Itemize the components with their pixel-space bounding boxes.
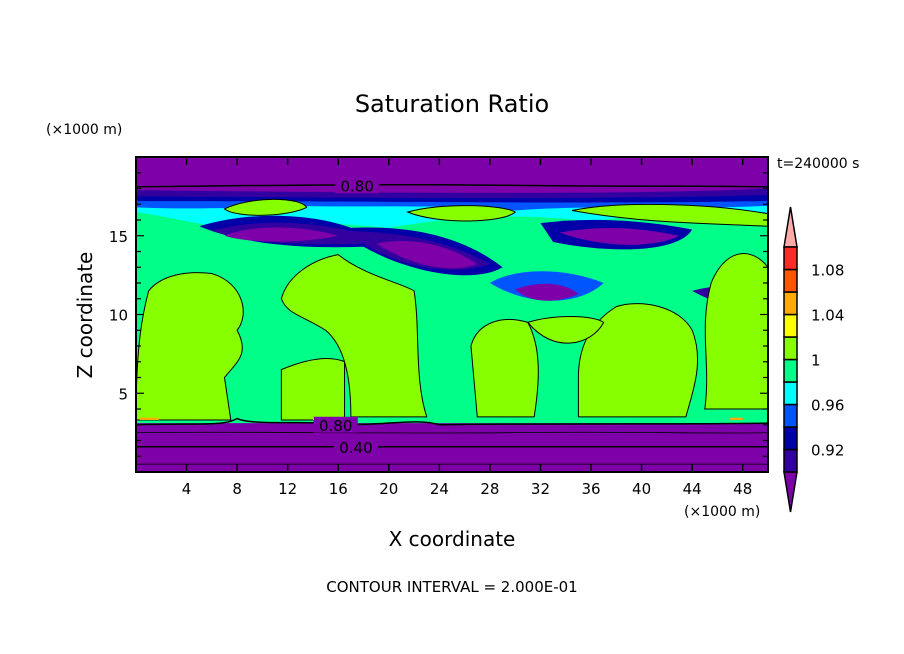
x-unit-label: (×1000 m) [684,504,760,520]
colorbar-tick-label: 1.04 [811,307,844,325]
colorbar: 0.92 0.96 1 1.04 1.08 [783,206,844,513]
y-axis-label: Z coordinate [73,252,97,379]
contour-label-bg [313,416,358,433]
colorbar-swatch [783,336,798,361]
contour-label-bg [333,438,378,455]
x-tick-label: 32 [531,480,550,498]
y-tick-label: 5 [118,385,128,403]
contour-label-bg [335,177,380,194]
colorbar-swatch [783,246,798,271]
colorbar-swatch [783,403,798,428]
x-tick-label: 48 [733,480,752,498]
colorbar-under-triangle [783,471,798,513]
chart-title: Saturation Ratio [355,90,549,118]
contour-label: 0.40 [339,439,372,457]
y-tick-label: 10 [109,307,128,325]
contour-field: 0.80 0.80 0.40 [136,157,768,472]
x-tick-label: 12 [278,480,297,498]
x-tick-label: 40 [632,480,651,498]
y-unit-label: (×1000 m) [46,122,122,138]
x-tick-label: 28 [480,480,499,498]
time-label: t=240000 s [777,156,859,172]
x-tick-label: 16 [329,480,348,498]
contour-interval-footer: CONTOUR INTERVAL = 2.000E-01 [326,578,577,596]
colorbar-swatch [783,381,798,406]
colorbar-tick-label: 1 [811,352,821,370]
x-tick-label: 8 [232,480,242,498]
x-tick-label: 20 [379,480,398,498]
colorbar-swatch [783,426,798,451]
x-tick-label: 4 [182,480,192,498]
colorbar-swatch [783,448,798,473]
colorbar-swatch [783,313,798,338]
colorbar-tick-label: 0.96 [811,397,844,415]
colorbar-tick-label: 1.08 [811,262,844,280]
y-tick-label: 15 [109,228,128,246]
x-tick-label: 44 [683,480,702,498]
colorbar-swatch [783,291,798,316]
colorbar-tick-label: 0.92 [811,442,844,460]
colorbar-swatch [783,358,798,383]
contour-label: 0.80 [340,177,373,195]
x-axis-label: X coordinate [389,527,516,551]
colorbar-swatch [783,268,798,293]
x-tick-label: 24 [430,480,449,498]
contour-label: 0.80 [319,417,352,435]
colorbar-over-triangle [783,206,798,248]
x-tick-label: 36 [581,480,600,498]
